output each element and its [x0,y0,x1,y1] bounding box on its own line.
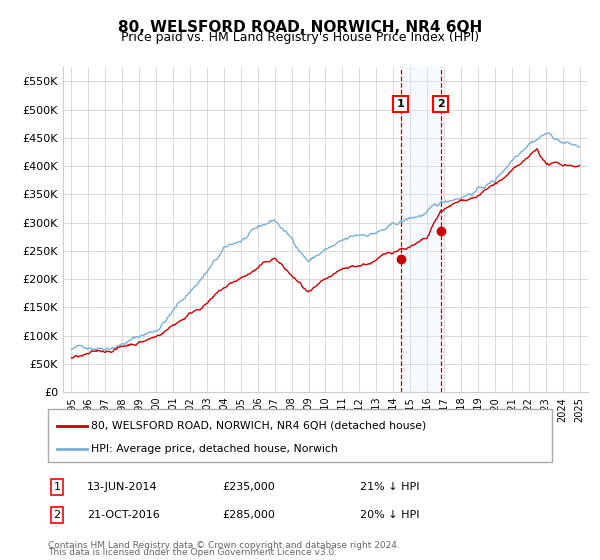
Bar [401,67,440,392]
Text: Price paid vs. HM Land Registry's House Price Index (HPI): Price paid vs. HM Land Registry's House … [121,31,479,44]
Text: 20% ↓ HPI: 20% ↓ HPI [360,510,419,520]
Text: This data is licensed under the Open Government Licence v3.0.: This data is licensed under the Open Gov… [48,548,337,557]
Text: 2: 2 [53,510,61,520]
Text: 2: 2 [437,99,445,109]
Text: 80, WELSFORD ROAD, NORWICH, NR4 6QH: 80, WELSFORD ROAD, NORWICH, NR4 6QH [118,20,482,35]
Text: 1: 1 [53,482,61,492]
Text: 80, WELSFORD ROAD, NORWICH, NR4 6QH (detached house): 80, WELSFORD ROAD, NORWICH, NR4 6QH (det… [91,421,427,431]
Text: £235,000: £235,000 [222,482,275,492]
Text: Contains HM Land Registry data © Crown copyright and database right 2024.: Contains HM Land Registry data © Crown c… [48,541,400,550]
Text: £285,000: £285,000 [222,510,275,520]
Text: 21% ↓ HPI: 21% ↓ HPI [360,482,419,492]
Text: 1: 1 [397,99,404,109]
Text: 13-JUN-2014: 13-JUN-2014 [87,482,158,492]
Text: 21-OCT-2016: 21-OCT-2016 [87,510,160,520]
Text: HPI: Average price, detached house, Norwich: HPI: Average price, detached house, Norw… [91,444,338,454]
